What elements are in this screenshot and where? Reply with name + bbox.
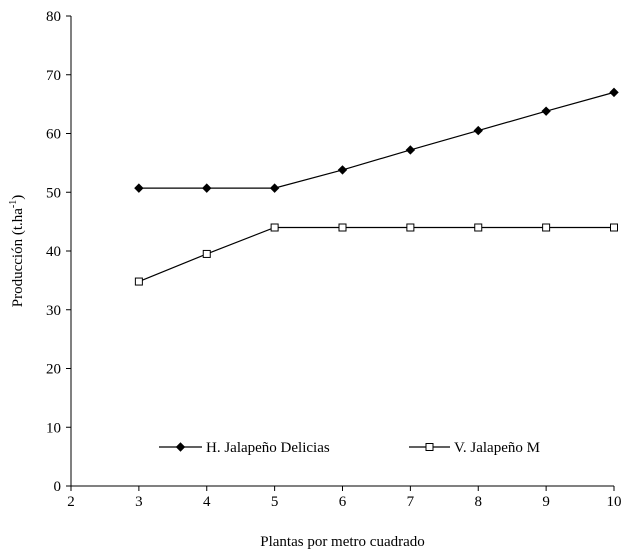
data-point-series-1 bbox=[337, 165, 348, 175]
data-point-series-1 bbox=[541, 106, 551, 116]
data-point-series-2 bbox=[542, 223, 551, 232]
data-point-series-2 bbox=[406, 223, 415, 232]
y-axis-label: Producción (t.ha-1) bbox=[8, 195, 26, 307]
x-tick-label: 3 bbox=[135, 494, 143, 510]
x-tick-label: 7 bbox=[407, 494, 415, 510]
plot-area: 0 10 20 30 40 50 60 70 80 2 3 4 5 6 7 8 9 10 bbox=[46, 9, 622, 510]
y-tick-label: 30 bbox=[46, 303, 61, 319]
data-point-series-1 bbox=[134, 183, 144, 193]
y-tick-label: 50 bbox=[46, 185, 61, 201]
data-point-series-2 bbox=[270, 223, 279, 232]
y-tick-label: 10 bbox=[46, 420, 61, 436]
x-tick-label: 5 bbox=[271, 494, 279, 510]
x-tick-label: 10 bbox=[607, 494, 622, 510]
data-point-series-2 bbox=[610, 223, 618, 232]
y-tick-label: 70 bbox=[46, 68, 61, 84]
y-tick-label: 40 bbox=[46, 244, 61, 260]
x-axis-label: Plantas por metro cuadrado bbox=[260, 534, 425, 550]
x-tick-label: 8 bbox=[475, 494, 483, 510]
x-tick-label: 4 bbox=[203, 494, 211, 510]
legend-marker-2 bbox=[425, 443, 434, 451]
data-point-series-1 bbox=[405, 145, 416, 155]
data-point-series-2 bbox=[202, 249, 211, 258]
legend-marker-1 bbox=[175, 442, 186, 452]
x-tick-label: 2 bbox=[67, 494, 75, 510]
data-point-series-1 bbox=[269, 183, 280, 193]
y-tick-label: 20 bbox=[46, 362, 61, 378]
data-point-series-2 bbox=[338, 223, 347, 232]
y-axis-label-close: ) bbox=[10, 195, 26, 200]
y-tick-label: 80 bbox=[46, 9, 61, 25]
data-point-series-2 bbox=[134, 277, 143, 286]
series-line-2 bbox=[138, 226, 614, 283]
legend: H. Jalapeño Delicias V. Jalapeño M bbox=[159, 440, 540, 456]
legend-label-1: H. Jalapeño Delicias bbox=[206, 440, 330, 456]
data-point-series-1 bbox=[202, 183, 212, 193]
legend-label-2: V. Jalapeño M bbox=[454, 440, 540, 456]
data-point-series-1 bbox=[473, 125, 483, 136]
x-tick-label: 6 bbox=[339, 494, 347, 510]
y-axis-label-superscript: -1 bbox=[8, 200, 19, 208]
data-point-series-2 bbox=[474, 223, 483, 232]
y-axis-label-main: Producción (t.ha bbox=[10, 208, 26, 307]
y-tick-label: 0 bbox=[54, 479, 62, 495]
x-tick-label: 9 bbox=[542, 494, 550, 510]
y-tick-label: 60 bbox=[46, 127, 61, 143]
data-point-series-1 bbox=[609, 87, 619, 98]
series-line-1 bbox=[138, 91, 615, 189]
